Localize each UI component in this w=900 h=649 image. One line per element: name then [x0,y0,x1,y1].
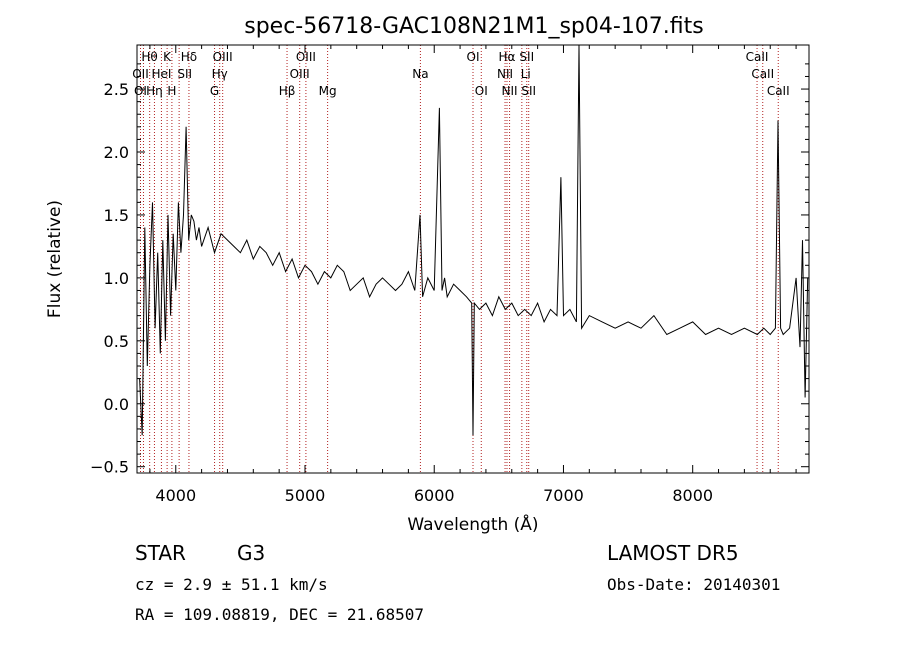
line-label: OII [132,67,149,81]
line-label: Hη [146,84,163,98]
x-tick-label: 7000 [543,486,584,505]
line-label: Li [521,67,531,81]
line-label: NII [497,67,513,81]
chart-title: spec-56718-GAC108N21M1_sp04-107.fits [244,14,704,39]
line-label: SII [519,50,534,64]
spectrum-series-line [139,44,809,436]
line-label: OI [134,84,147,98]
line-label: SII [521,84,536,98]
redshift-text: cz = 2.9 ± 51.1 km/s [135,575,328,594]
line-label: OIII [296,50,316,64]
line-label: OIII [290,67,310,81]
line-label: Hβ [279,84,296,98]
coordinates: RA = 109.08819, DEC = 21.68507 [135,605,424,624]
x-tick-label: 8000 [672,486,713,505]
obs-date: Obs-Date: 20140301 [607,575,780,594]
line-label: HeI [151,67,171,81]
x-tick-label: 6000 [414,486,455,505]
line-label: Hθ [141,50,157,64]
line-label: Mg [319,84,337,98]
line-label: Hγ [212,67,228,81]
x-axis: 4000 5000 6000 7000 8000 [149,45,797,505]
y-tick-label: 2.5 [104,80,129,99]
line-label: Hα [499,50,516,64]
line-label: Hδ [181,50,197,64]
survey-name: LAMOST DR5 [607,541,739,565]
x-tick-label: 4000 [155,486,196,505]
line-label: H [167,84,176,98]
line-label: OIII [213,50,233,64]
line-label: NII [502,84,518,98]
y-axis: −0.5 0.0 0.5 1.0 1.5 2.0 2.5 [90,63,809,477]
y-axis-label: Flux (relative) [45,200,65,318]
x-tick-label: 5000 [285,486,326,505]
y-tick-label: 1.5 [104,206,129,225]
y-tick-label: 0.0 [104,395,129,414]
line-label: K [163,50,172,64]
object-class: STAR [135,541,186,565]
line-label: Na [412,67,428,81]
y-tick-label: 0.5 [104,332,129,351]
subclass: G3 [237,541,265,565]
line-label: OI [467,50,480,64]
line-label: CaII [746,50,769,64]
line-label: CaII [767,84,790,98]
x-axis-label: Wavelength (Å) [407,513,538,535]
plot-frame [136,44,810,474]
line-label: G [210,84,219,98]
y-tick-label: 1.0 [104,269,129,288]
y-tick-label: −0.5 [90,458,129,477]
series-group [139,44,809,436]
line-label: OI [475,84,488,98]
reference-lines [139,45,779,473]
line-label: SII [177,67,192,81]
y-tick-label: 2.0 [104,143,129,162]
line-label: CaII [751,67,774,81]
